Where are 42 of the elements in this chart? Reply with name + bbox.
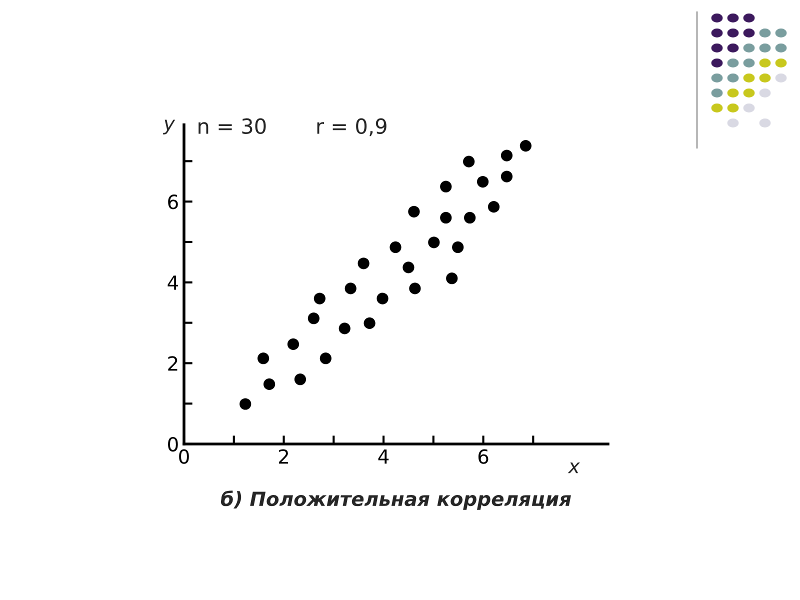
point (446, 272, 458, 284)
point (464, 212, 476, 224)
point (258, 352, 270, 364)
point (402, 262, 414, 274)
point (428, 236, 440, 248)
point (364, 317, 376, 329)
point (500, 170, 513, 182)
point (440, 180, 452, 192)
y-axis-title: y (162, 120, 176, 134)
point (263, 378, 276, 390)
x-tick-label: 0 (179, 449, 189, 464)
x-axis-title: x (568, 462, 580, 474)
point (520, 140, 532, 152)
y-tick-label: 0 (168, 436, 178, 452)
point (358, 258, 370, 270)
point (408, 206, 420, 218)
point (500, 150, 513, 162)
point (240, 398, 252, 410)
point (294, 374, 306, 386)
point (287, 338, 300, 350)
point (488, 201, 500, 213)
x-tick-label: 6 (478, 449, 488, 464)
point (344, 282, 356, 294)
annotation: n = 30 (198, 118, 266, 134)
point (409, 282, 421, 294)
y-tick-label: 6 (168, 194, 178, 210)
point (308, 312, 320, 324)
annotation: r = 0,9 (317, 118, 386, 136)
point (440, 212, 452, 224)
text: б) Положительная корреляция (220, 490, 571, 510)
point (320, 352, 332, 364)
point (314, 292, 326, 304)
y-tick-label: 2 (168, 356, 178, 371)
x-tick-label: 2 (279, 449, 288, 464)
x-tick-label: 4 (378, 449, 389, 464)
point (338, 322, 350, 334)
point (463, 156, 475, 168)
point (390, 241, 402, 254)
point (476, 176, 489, 188)
point (452, 241, 464, 254)
y-tick-label: 4 (168, 276, 178, 290)
point (376, 292, 388, 304)
